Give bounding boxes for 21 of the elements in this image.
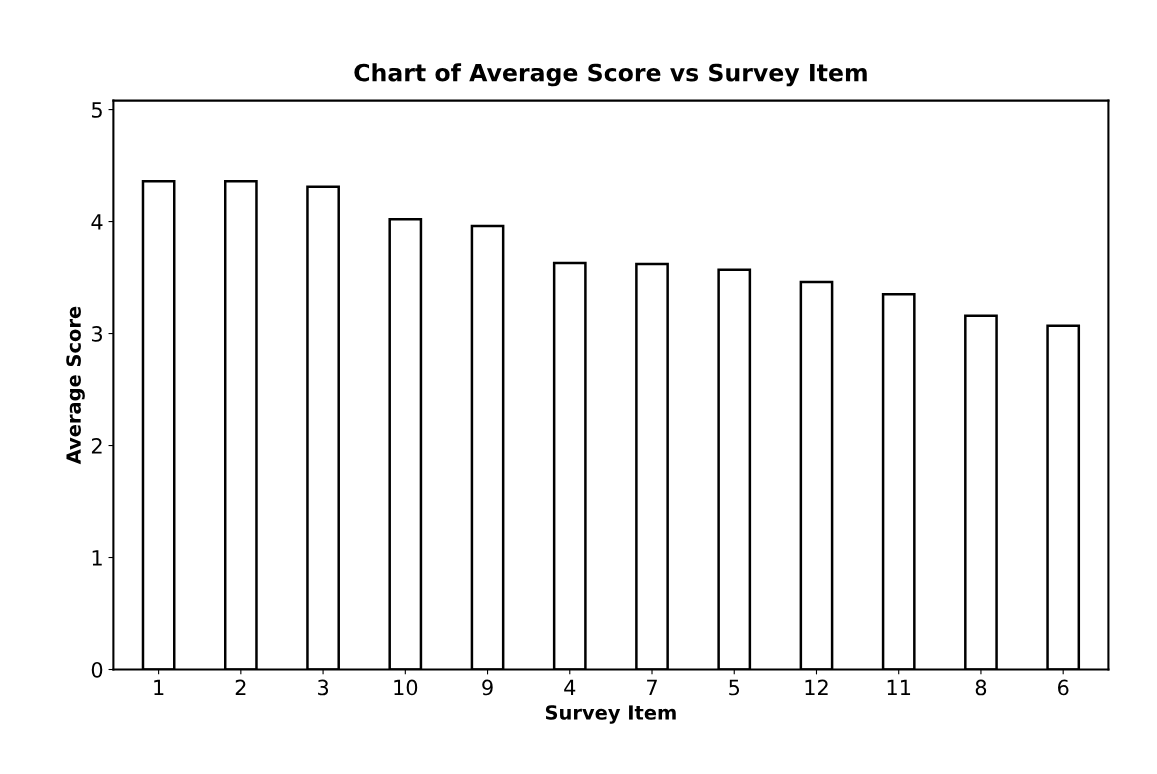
y-tick-label: 1 xyxy=(92,550,102,566)
x-tick-label: 12 xyxy=(805,679,828,696)
x-axis-title: Survey Item xyxy=(545,705,676,724)
x-tick-label: 2 xyxy=(235,679,246,696)
x-tick-label: 8 xyxy=(975,679,987,696)
x-tick-label: 9 xyxy=(482,679,493,696)
y-tick-label: 3 xyxy=(92,326,102,342)
x-tick-label: 4 xyxy=(564,679,576,696)
x-tick-label: 1 xyxy=(154,679,164,696)
x-tick-label: 3 xyxy=(318,679,329,696)
y-tick-label: 0 xyxy=(91,661,103,678)
x-tick-label: 7 xyxy=(647,679,657,696)
x-tick-label: 6 xyxy=(1058,679,1069,696)
y-tick-label: 2 xyxy=(91,437,102,454)
y-tick-label: 5 xyxy=(92,102,102,118)
chart-title: Chart of Average Score vs Survey Item xyxy=(354,63,867,87)
y-axis-title: Average Score xyxy=(66,306,85,465)
x-tick-label: 5 xyxy=(729,679,740,696)
y-tick-label: 4 xyxy=(91,214,103,230)
x-tick-label: 11 xyxy=(887,679,911,696)
x-tick-label: 10 xyxy=(394,679,418,696)
